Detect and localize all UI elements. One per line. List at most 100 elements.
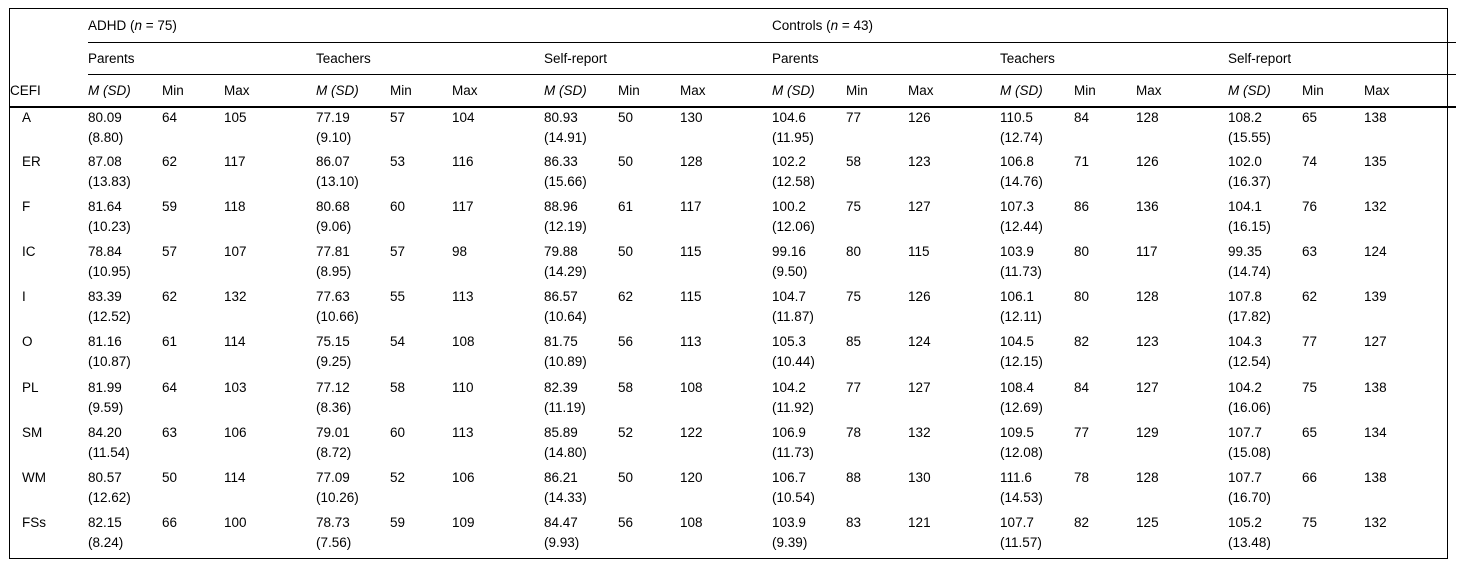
- mean-sd-cell: 77.12 (8.36): [316, 378, 390, 423]
- stats-table: ADHD (n = 75) Controls (n = 43) Parents …: [10, 9, 1457, 558]
- min-cell: 82: [1074, 514, 1090, 530]
- corner-empty-cell: [10, 9, 88, 43]
- sd-value: (8.95): [316, 264, 352, 280]
- sd-value: (12.11): [1000, 309, 1042, 325]
- mean-sd-cell: 105.3 (10.44): [772, 332, 846, 377]
- mean-value: 86.07: [316, 154, 350, 170]
- mean-sd-cell: 77.09 (10.26): [316, 468, 390, 513]
- max-cell: 113: [680, 334, 702, 350]
- sd-value: (12.52): [88, 309, 131, 325]
- mean-sd-cell: 107.7 (16.70): [1228, 468, 1302, 513]
- max-cell: 124: [1364, 244, 1387, 260]
- sd-value: (12.62): [88, 489, 131, 505]
- sd-value: (14.76): [1000, 174, 1043, 190]
- mean-sd-cell: 103.9 (11.73): [1000, 242, 1074, 287]
- scale-label: A: [22, 110, 32, 125]
- sd-value: (16.06): [1228, 399, 1271, 415]
- mean-sd-cell: 78.73 (7.56): [316, 513, 390, 558]
- msd-column-header: M (SD): [772, 74, 847, 108]
- cefi-column-header: CEFI: [10, 74, 88, 108]
- mean-value: 80.68: [316, 199, 350, 215]
- mean-sd-cell: 100.2 (12.06): [772, 197, 846, 242]
- mean-sd-cell: 75.15 (9.25): [316, 332, 390, 377]
- min-cell: 75: [1302, 379, 1318, 395]
- scale-label: PL: [22, 379, 39, 395]
- max-cell: 121: [908, 514, 931, 530]
- mean-value: 80.57: [88, 469, 122, 485]
- min-cell: 62: [618, 289, 634, 305]
- mean-sd-cell: 109.5 (12.08): [1000, 423, 1074, 468]
- table-row: I 83.39 (12.52) 62 132 77.63 (10.66) 55 113 86.57…: [10, 287, 1456, 332]
- mean-sd-cell: 80.68 (9.06): [316, 197, 390, 242]
- min-cell: 53: [390, 154, 406, 170]
- mean-sd-cell: 86.33 (15.66): [544, 152, 618, 197]
- max-cell: 135: [1364, 154, 1387, 170]
- max-cell: 127: [908, 199, 931, 215]
- min-cell: 61: [162, 334, 178, 350]
- mean-sd-cell: 77.19 (9.10): [316, 107, 390, 152]
- max-cell: 132: [908, 424, 931, 440]
- mean-sd-cell: 107.7 (11.57): [1000, 513, 1074, 558]
- min-cell: 52: [390, 469, 406, 485]
- rater-header-row: Parents Teachers Self-report Parents Tea…: [10, 42, 1457, 75]
- min-cell: 80: [1074, 289, 1090, 305]
- max-column-header: Max: [224, 74, 316, 108]
- sd-value: (12.44): [1000, 219, 1043, 235]
- sd-value: (15.08): [1228, 444, 1271, 460]
- max-cell: 123: [1136, 334, 1159, 350]
- table-row: FSs 82.15 (8.24) 66 100 78.73 (7.56) 59 109 84.47…: [10, 513, 1456, 558]
- mean-value: 81.75: [544, 334, 578, 350]
- mean-value: 75.15: [316, 334, 350, 350]
- sd-value: (10.64): [544, 309, 587, 325]
- sd-value: (7.56): [316, 534, 352, 550]
- mean-value: 81.16: [88, 334, 122, 350]
- rater-header-adhd-teachers: Teachers: [316, 42, 544, 75]
- max-cell: 123: [908, 154, 931, 170]
- sd-value: (12.06): [772, 219, 815, 235]
- table-row: PL 81.99 (9.59) 64 103 77.12 (8.36) 58 110 82.39 (…: [10, 378, 1456, 423]
- mean-value: 104.2: [1228, 379, 1262, 395]
- rater-header-adhd-parents: Parents: [88, 42, 316, 75]
- min-cell: 54: [390, 334, 406, 350]
- mean-sd-cell: 103.9 (9.39): [772, 513, 846, 558]
- max-cell: 115: [908, 244, 930, 260]
- sd-value: (16.37): [1228, 174, 1271, 190]
- mean-sd-cell: 77.81 (8.95): [316, 242, 390, 287]
- scale-label: F: [22, 199, 31, 215]
- mean-value: 102.0: [1228, 154, 1262, 170]
- max-cell: 113: [452, 424, 474, 440]
- min-cell: 64: [162, 110, 178, 125]
- mean-sd-cell: 84.47 (9.93): [544, 513, 618, 558]
- max-cell: 120: [680, 469, 703, 485]
- mean-sd-cell: 104.3 (12.54): [1228, 332, 1302, 377]
- mean-sd-cell: 84.20 (11.54): [88, 423, 162, 468]
- min-cell: 56: [618, 334, 634, 350]
- mean-value: 83.39: [88, 289, 122, 305]
- sd-value: (16.70): [1228, 489, 1271, 505]
- mean-value: 77.09: [316, 469, 350, 485]
- max-cell: 132: [1364, 514, 1387, 530]
- sd-value: (11.73): [1000, 264, 1042, 280]
- max-column-header: Max: [1136, 74, 1229, 108]
- mean-sd-cell: 108.2 (15.55): [1228, 107, 1302, 152]
- sd-value: (9.25): [316, 354, 352, 370]
- min-cell: 61: [618, 199, 634, 215]
- mean-value: 107.7: [1228, 469, 1262, 485]
- mean-sd-cell: 82.15 (8.24): [88, 513, 162, 558]
- max-cell: 127: [908, 379, 931, 395]
- max-cell: 128: [1136, 110, 1159, 125]
- sd-value: (9.39): [772, 534, 808, 550]
- max-cell: 130: [680, 110, 703, 125]
- max-cell: 106: [224, 424, 247, 440]
- scale-label: SM: [22, 424, 43, 440]
- sd-value: (11.57): [1000, 534, 1042, 550]
- max-cell: 115: [680, 244, 702, 260]
- mean-sd-cell: 104.2 (11.92): [772, 378, 846, 423]
- mean-value: 103.9: [1000, 244, 1034, 260]
- min-cell: 57: [390, 244, 406, 260]
- min-cell: 84: [1074, 379, 1090, 395]
- group-label-text: Controls (: [772, 18, 831, 33]
- min-cell: 77: [846, 379, 862, 395]
- max-cell: 107: [224, 244, 247, 260]
- max-cell: 104: [452, 110, 475, 125]
